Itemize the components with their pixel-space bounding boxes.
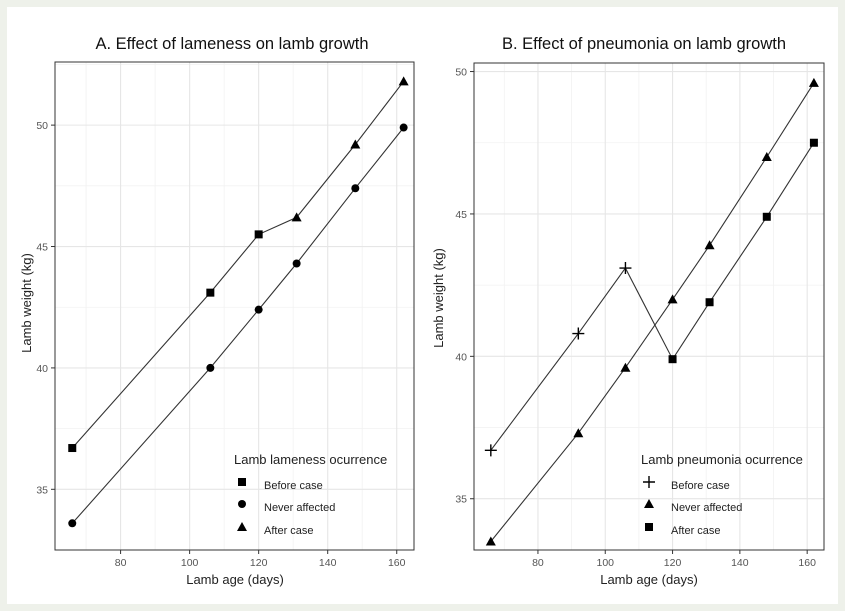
- panel-b-point-never-affected: [667, 294, 678, 304]
- panel-b-ylabel: Lamb weight (kg): [431, 248, 446, 348]
- panel-b-x-tick-label: 120: [664, 557, 682, 569]
- panel-a-legend-label-1: Before case: [264, 480, 323, 492]
- panel-a-point-never-affected: [399, 123, 408, 132]
- panel-a-legend-key-1: [238, 478, 246, 486]
- panel-a-legend-label-2: Never affected: [264, 502, 335, 514]
- panel-a-gridlines: [55, 62, 414, 551]
- panel-b-x-tick-label: 140: [731, 557, 749, 569]
- panel-b-legend-key-1: [643, 476, 655, 488]
- panel-b-point-after-case: [762, 212, 771, 221]
- panel-a-y-tick-label: 35: [36, 484, 48, 496]
- panel-b-legend-key-3: [645, 523, 653, 531]
- panel-a-line-2: [71, 127, 405, 524]
- panel-a-x-tick-label: 100: [181, 557, 199, 569]
- chart-svg: A. Effect of lameness on lamb growth Lam…: [19, 35, 825, 587]
- panel-a-ylabel: Lamb weight (kg): [19, 253, 34, 353]
- panel-b-point-never-affected: [620, 362, 631, 372]
- panel-a-point-before-case: [206, 288, 215, 297]
- panel-a-legend-label-3: After case: [264, 525, 314, 537]
- panel-a-point-after-case: [398, 76, 409, 86]
- panel-b-point-never-affected: [761, 151, 772, 161]
- panel-b-x-tick-label: 80: [532, 557, 544, 569]
- panel-a-y-tick-label: 50: [36, 120, 48, 132]
- panel-b-y-tick-label: 45: [455, 209, 467, 221]
- panel-a-x-tick-label: 80: [115, 557, 127, 569]
- panel-b-x-tick-label: 100: [596, 557, 614, 569]
- panel-b-plot-border: [473, 62, 825, 551]
- panel-b-xlabel: Lamb age (days): [600, 572, 698, 587]
- panel-b-point-never-affected: [704, 240, 715, 250]
- panel-a-point-before-case: [254, 230, 263, 239]
- panel-a-line-1: [71, 81, 405, 449]
- panel-a-legend-key-2: [238, 500, 246, 508]
- panel-b-point-before-case: [484, 444, 497, 457]
- panel-b-point-before-case: [572, 327, 585, 340]
- panel-a-point-never-affected: [254, 305, 263, 314]
- panel-a-point-never-affected: [351, 184, 360, 193]
- panel-a-point-after-case: [350, 139, 361, 149]
- panel-b-y-tick-label: 40: [455, 351, 467, 363]
- panel-b-line-2: [490, 82, 815, 542]
- panel-a-legend-title: Lamb lameness ocurrence: [234, 452, 387, 467]
- panel-a-title: A. Effect of lameness on lamb growth: [96, 35, 369, 53]
- panel-a-x-tick-label: 140: [319, 557, 337, 569]
- panel-a-point-never-affected: [206, 363, 215, 372]
- panel-b-point-after-case: [705, 298, 714, 307]
- panel-a-legend-key-3: [237, 522, 247, 531]
- panel-a: A. Effect of lameness on lamb growth Lam…: [19, 35, 415, 587]
- panel-a-point-never-affected: [292, 259, 301, 268]
- panel-b-point-never-affected: [573, 428, 584, 438]
- panel-b-y-tick-label: 35: [455, 494, 467, 506]
- panel-a-point-after-case: [291, 212, 302, 222]
- panel-b-legend-key-2: [644, 499, 654, 508]
- panel-a-xlabel: Lamb age (days): [186, 572, 284, 587]
- panel-b-point-after-case: [809, 138, 818, 147]
- panel-b-legend-label-3: After case: [671, 525, 721, 537]
- figure: A. Effect of lameness on lamb growth Lam…: [7, 7, 838, 604]
- panel-b-point-never-affected: [808, 77, 819, 87]
- panel-b: B. Effect of pneumonia on lamb growth La…: [431, 35, 825, 587]
- panel-a-y-tick-label: 45: [36, 242, 48, 254]
- panel-b-legend-title: Lamb pneumonia ocurrence: [641, 452, 803, 467]
- panel-b-legend-label-2: Never affected: [671, 502, 742, 514]
- panel-b-x-tick-label: 160: [798, 557, 816, 569]
- panel-b-y-tick-label: 50: [455, 67, 467, 79]
- panel-b-point-after-case: [668, 355, 677, 364]
- panel-b-legend-label-1: Before case: [671, 480, 730, 492]
- panel-b-title: B. Effect of pneumonia on lamb growth: [502, 35, 786, 53]
- panel-b-point-before-case: [619, 262, 632, 275]
- panel-a-x-tick-label: 160: [388, 557, 406, 569]
- panel-a-plot-border: [54, 61, 415, 551]
- panel-a-point-never-affected: [68, 519, 77, 528]
- panel-b-point-never-affected: [485, 536, 496, 546]
- panel-b-line-1: [490, 142, 815, 451]
- panel-a-y-tick-label: 40: [36, 363, 48, 375]
- panel-a-x-tick-label: 120: [250, 557, 268, 569]
- panel-a-point-before-case: [68, 444, 77, 453]
